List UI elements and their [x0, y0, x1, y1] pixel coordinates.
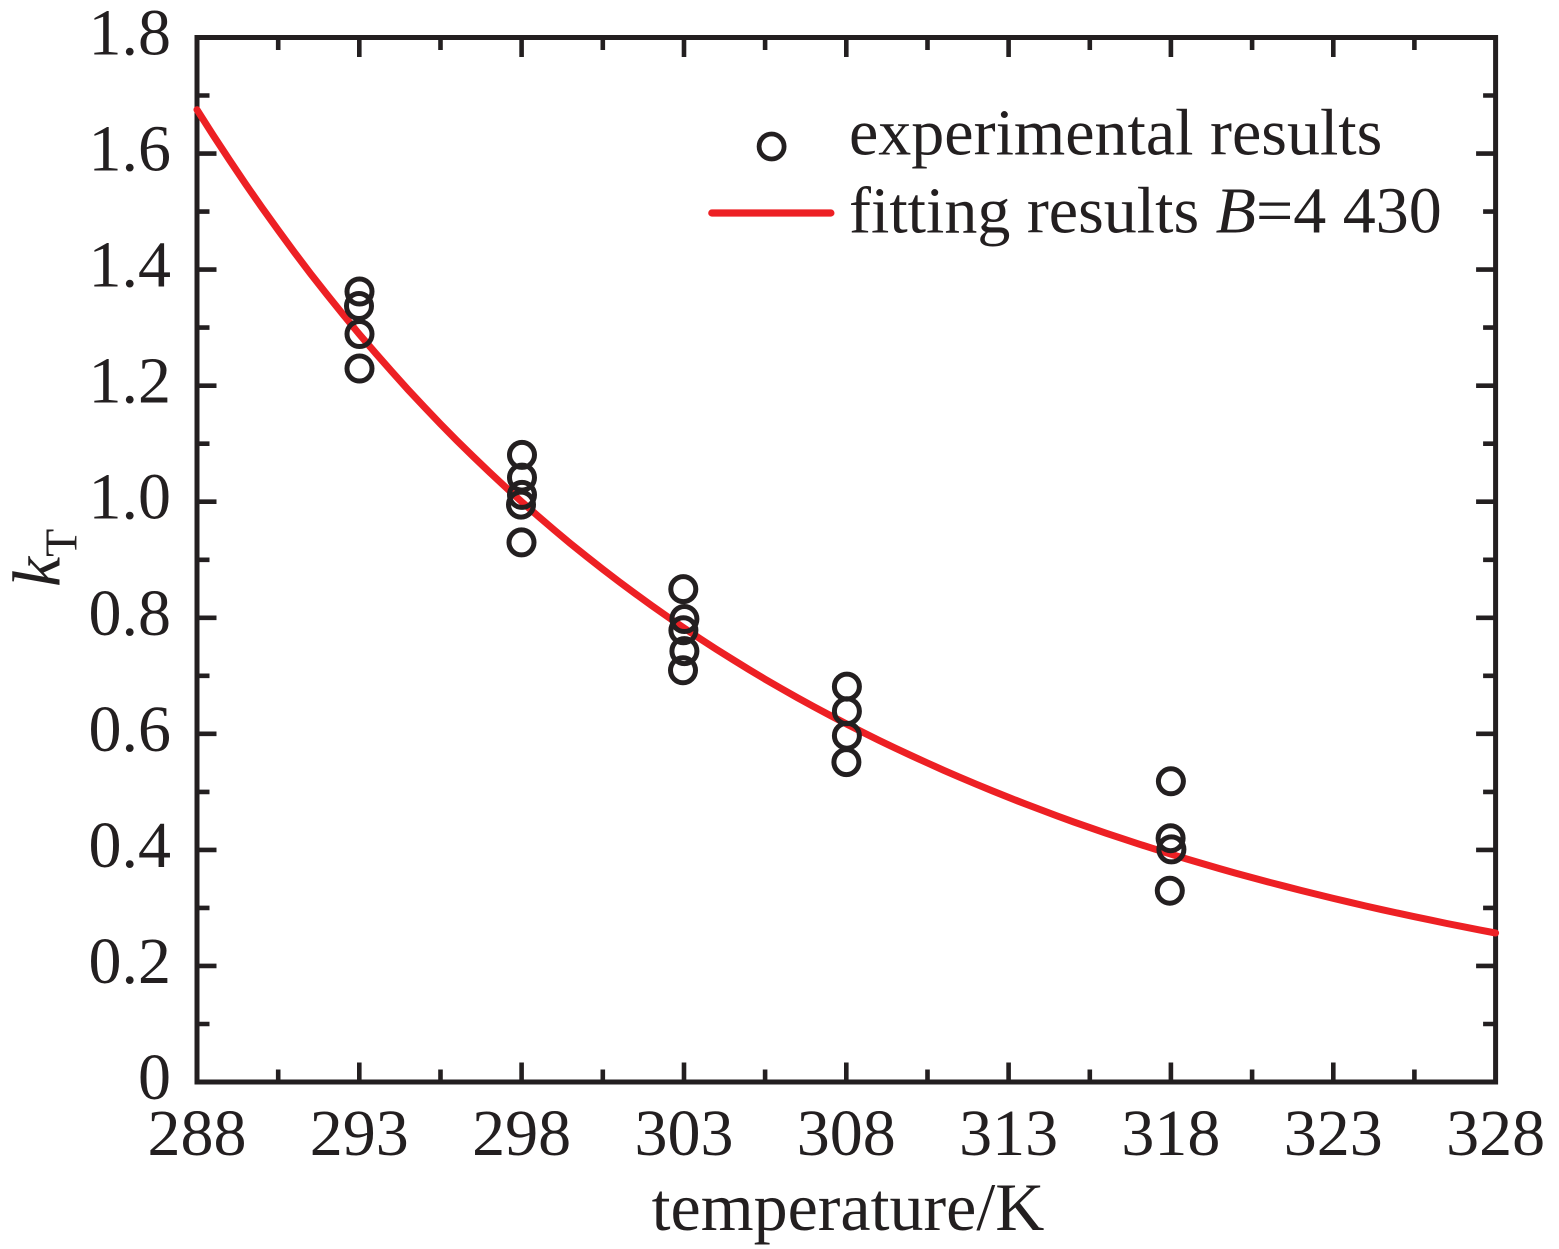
svg-text:1.8: 1.8: [89, 0, 172, 70]
svg-text:313: 313: [959, 1097, 1058, 1170]
svg-text:0.8: 0.8: [89, 577, 172, 650]
svg-text:1.0: 1.0: [89, 461, 172, 534]
svg-text:298: 298: [472, 1097, 571, 1170]
svg-text:303: 303: [635, 1097, 734, 1170]
svg-text:1.4: 1.4: [89, 229, 172, 302]
svg-text:temperature/K: temperature/K: [652, 1169, 1045, 1245]
svg-text:0.6: 0.6: [89, 693, 172, 766]
svg-text:323: 323: [1284, 1097, 1383, 1170]
svg-text:1.2: 1.2: [89, 345, 172, 418]
svg-text:318: 318: [1121, 1097, 1220, 1170]
svg-text:0: 0: [138, 1041, 171, 1114]
svg-text:293: 293: [310, 1097, 409, 1170]
svg-text:288: 288: [148, 1097, 247, 1170]
svg-text:experimental results: experimental results: [849, 97, 1382, 170]
svg-text:0.2: 0.2: [89, 925, 172, 998]
svg-text:1.6: 1.6: [89, 113, 172, 186]
svg-text:328: 328: [1446, 1097, 1545, 1170]
svg-text:0.4: 0.4: [89, 809, 172, 882]
svg-text:kT: kT: [0, 529, 87, 587]
svg-text:fitting results B=4 430: fitting results B=4 430: [849, 175, 1442, 248]
svg-text:308: 308: [797, 1097, 896, 1170]
